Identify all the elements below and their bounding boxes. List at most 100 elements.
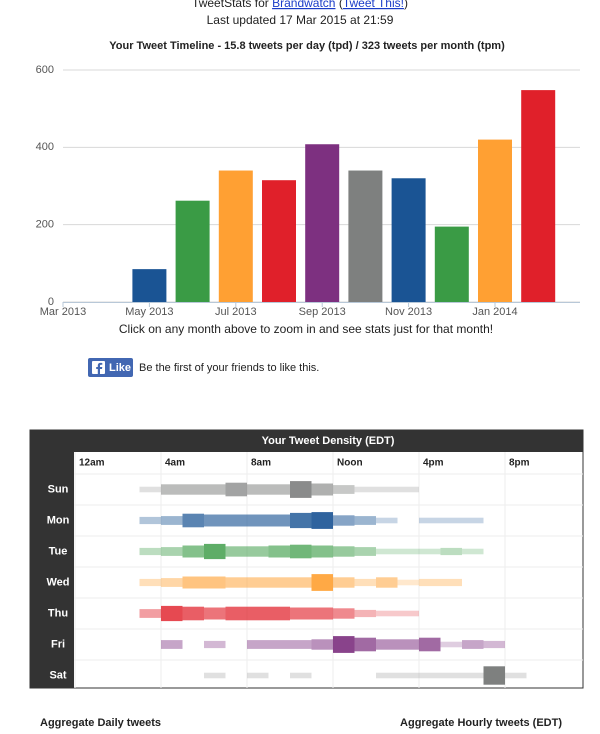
bar[interactable] <box>262 180 296 302</box>
density-cell <box>419 578 441 587</box>
footer-daily: Aggregate Daily tweets <box>40 717 161 729</box>
x-tick-label: Mar 2013 <box>40 306 86 318</box>
bar[interactable] <box>218 170 253 302</box>
bar[interactable] <box>391 178 426 302</box>
density-cell <box>376 548 398 555</box>
density-cell <box>505 672 527 679</box>
like-text: Be the first of your friends to like thi… <box>139 362 319 374</box>
day-label: Tue <box>49 545 68 557</box>
x-tick-label: Nov 2013 <box>385 306 432 318</box>
day-label: Sun <box>48 483 69 495</box>
x-tick-label: Sep 2013 <box>299 306 346 318</box>
density-cell <box>182 606 204 621</box>
day-label: Mon <box>47 514 70 526</box>
fb-f <box>96 362 103 374</box>
density-cell <box>139 578 161 587</box>
density-cell <box>397 548 419 555</box>
density-cell <box>462 517 484 524</box>
density-cell <box>204 514 226 527</box>
header-prefix: TweetStats for <box>192 0 269 10</box>
density-cell <box>225 546 247 557</box>
density-cell <box>419 637 441 652</box>
density-cell <box>376 486 398 493</box>
y-tick-label: 200 <box>36 219 54 231</box>
chart-title: Your Tweet Timeline - 15.8 tweets per da… <box>109 40 505 52</box>
hour-label: 12am <box>79 458 105 469</box>
density-cell <box>247 546 269 557</box>
density-cell <box>440 578 462 587</box>
density-cell <box>311 545 333 558</box>
bar[interactable] <box>175 200 210 302</box>
density-cell <box>397 639 419 650</box>
density-cell <box>311 512 333 529</box>
header-line: TweetStats for Brandwatch (Tweet This!) <box>192 0 408 10</box>
density-cell <box>311 483 333 496</box>
density-cell <box>247 672 269 679</box>
y-tick-label: 400 <box>36 141 54 153</box>
density-cell <box>333 636 355 653</box>
density-cell <box>333 577 355 588</box>
density-cell <box>268 640 290 649</box>
x-tick-label: May 2013 <box>125 306 173 318</box>
density-cell <box>333 608 355 619</box>
density-cell <box>483 640 505 649</box>
density-cell <box>440 547 462 556</box>
density-cell <box>290 544 312 559</box>
bar[interactable] <box>132 269 167 302</box>
density-cell <box>290 512 312 529</box>
density-cell <box>204 543 226 560</box>
user-link[interactable]: Brandwatch <box>272 0 335 10</box>
paren: ) <box>404 0 408 10</box>
density-cell <box>204 484 226 495</box>
density-cell <box>247 606 269 621</box>
x-tick-label: Jan 2014 <box>472 306 517 318</box>
last-updated: Last updated 17 Mar 2015 at 21:59 <box>207 13 394 27</box>
density-cell <box>247 514 269 527</box>
bar[interactable] <box>521 90 556 303</box>
density-cell <box>161 578 183 587</box>
density-cell <box>161 547 183 556</box>
day-label: Thu <box>48 607 68 619</box>
density-cell <box>354 609 376 618</box>
density-cell <box>290 607 312 620</box>
like-label[interactable]: Like <box>109 362 131 374</box>
density-cell <box>440 641 462 648</box>
density-cell <box>397 610 419 617</box>
tweet-this-link[interactable]: Tweet This! <box>343 0 404 10</box>
density-cell <box>376 639 398 650</box>
bar[interactable] <box>434 226 469 302</box>
density-cell <box>311 607 333 620</box>
hour-label: 4pm <box>423 458 444 469</box>
density-cell <box>268 484 290 495</box>
day-label: Sat <box>49 669 66 681</box>
density-title: Your Tweet Density (EDT) <box>262 435 395 447</box>
density-cell <box>268 545 290 558</box>
density-cell <box>139 609 161 618</box>
density-cell <box>419 517 441 524</box>
density-cell <box>247 640 269 649</box>
x-tick-label: Jul 2013 <box>215 306 257 318</box>
density-cell <box>161 605 183 622</box>
density-cell <box>139 547 161 556</box>
like-button[interactable]: Like <box>88 358 133 377</box>
day-label: Wed <box>46 576 69 588</box>
bar[interactable] <box>478 139 512 302</box>
zoom-note: Click on any month above to zoom in and … <box>119 322 493 336</box>
density-cell <box>354 516 376 525</box>
density-cell <box>139 486 161 493</box>
density-cell <box>182 484 204 495</box>
y-tick-label: 600 <box>36 64 54 76</box>
density-cell <box>462 672 484 679</box>
density-cell <box>225 606 247 621</box>
density-cell <box>311 639 333 650</box>
density-cell <box>182 513 204 528</box>
density-cell <box>333 485 355 494</box>
density-cell <box>182 545 204 558</box>
density-header <box>30 430 583 452</box>
bar[interactable] <box>348 170 383 302</box>
bar[interactable] <box>305 144 340 302</box>
density-cell <box>354 547 376 556</box>
density-cell <box>290 481 312 498</box>
